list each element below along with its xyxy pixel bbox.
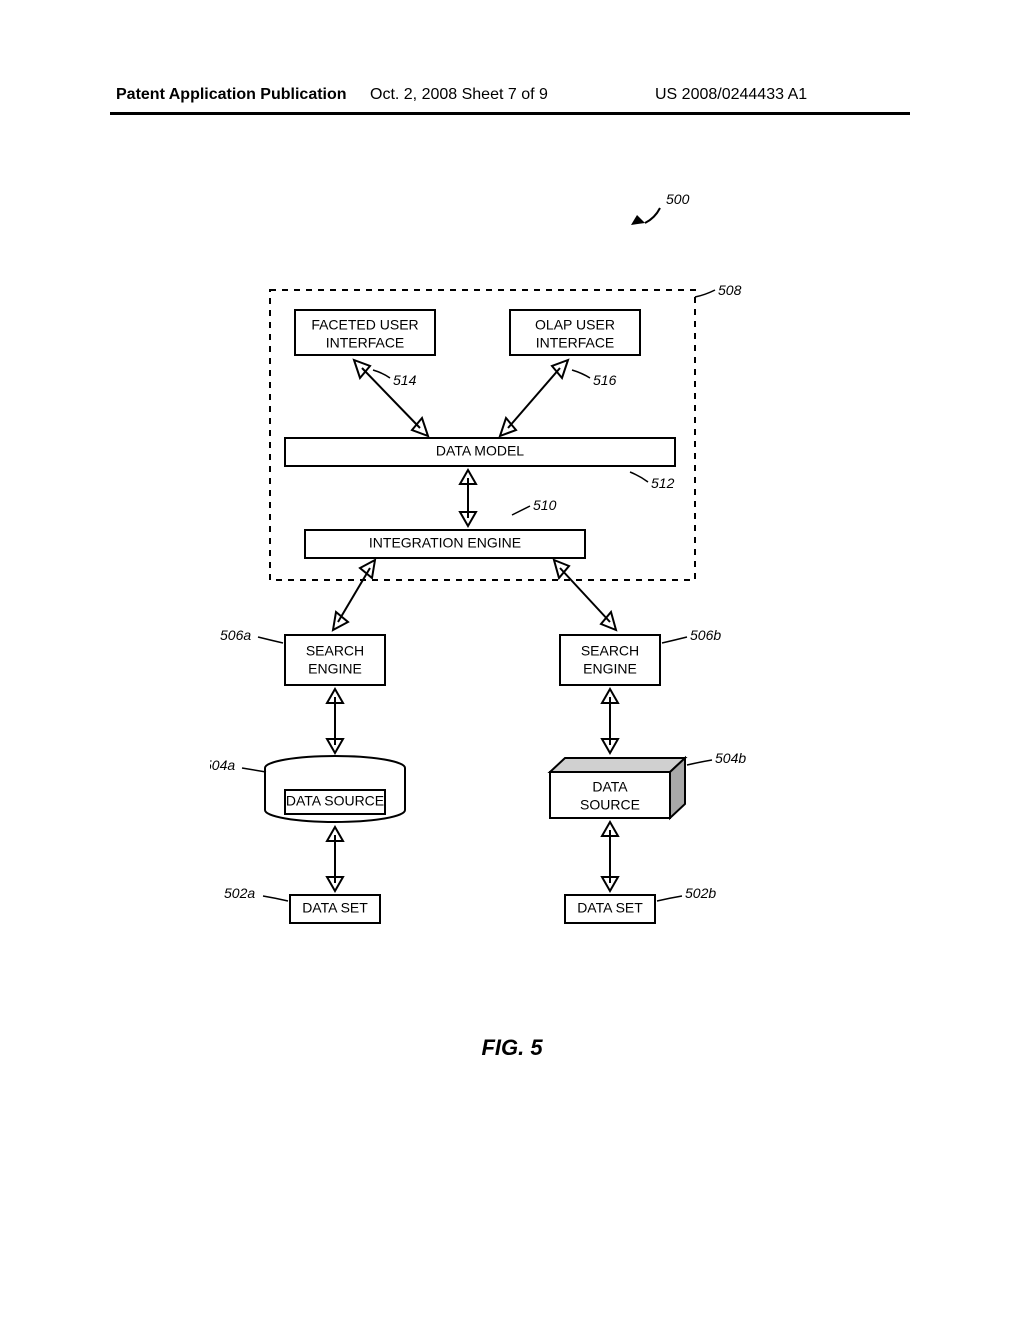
leader-arrow-main <box>645 208 660 223</box>
data-source-b-box3d: DATA SOURCE <box>550 758 685 818</box>
olap-ui-line1: OLAP USER <box>535 317 615 333</box>
figure-caption: FIG. 5 <box>0 1035 1024 1061</box>
diagram-container: 500 508 FACETED USER INTERFACE 514 OLAP … <box>210 190 810 1040</box>
leader-502b <box>657 896 682 901</box>
header-left: Patent Application Publication <box>116 86 347 104</box>
data-source-b-line2: SOURCE <box>580 797 640 813</box>
data-set-b-text: DATA SET <box>577 900 643 916</box>
arrow-model-to-engine <box>460 470 476 526</box>
page-header: Patent Application Publication Oct. 2, 2… <box>0 86 1024 112</box>
ref-502a: 502a <box>224 885 255 901</box>
leader-506b <box>662 637 687 643</box>
arrow-source-b-to-set-b <box>602 822 618 891</box>
integration-engine-text: INTEGRATION ENGINE <box>369 535 521 551</box>
ref-506a: 506a <box>220 627 251 643</box>
arrow-engine-to-search-b <box>554 560 616 630</box>
arrow-source-a-to-set-a <box>327 827 343 891</box>
header-right: US 2008/0244433 A1 <box>655 86 807 104</box>
search-a-line1: SEARCH <box>306 643 364 659</box>
ref-504b: 504b <box>715 750 746 766</box>
patent-page: Patent Application Publication Oct. 2, 2… <box>0 0 1024 1320</box>
leader-502a <box>263 896 288 901</box>
faceted-ui-line2: INTERFACE <box>326 335 405 351</box>
leader-504a <box>242 768 266 772</box>
ref-512: 512 <box>651 475 675 491</box>
leader-514 <box>373 370 390 378</box>
search-b-line1: SEARCH <box>581 643 639 659</box>
leader-504b <box>687 760 712 765</box>
leader-512 <box>630 472 648 482</box>
arrow-search-b-to-source-b <box>602 689 618 753</box>
ref-514: 514 <box>393 372 417 388</box>
leader-510 <box>512 506 530 515</box>
data-source-a-text: DATA SOURCE <box>286 793 384 809</box>
ref-508: 508 <box>718 282 742 298</box>
data-source-a-cylinder: DATA SOURCE <box>265 756 405 822</box>
arrow-faceted-to-datamodel <box>354 360 428 436</box>
data-source-b-line1: DATA <box>592 779 628 795</box>
leader-508 <box>695 290 715 297</box>
search-b-line2: ENGINE <box>583 661 637 677</box>
architecture-diagram: 500 508 FACETED USER INTERFACE 514 OLAP … <box>210 190 810 1040</box>
arrow-search-a-to-source-a <box>327 689 343 753</box>
ref-510: 510 <box>533 497 557 513</box>
leader-506a <box>258 637 283 643</box>
arrow-olap-to-datamodel <box>500 360 568 436</box>
search-a-line2: ENGINE <box>308 661 362 677</box>
header-divider <box>110 112 910 115</box>
ref-506b: 506b <box>690 627 721 643</box>
ref-516: 516 <box>593 372 617 388</box>
ref-502b: 502b <box>685 885 716 901</box>
data-set-a-text: DATA SET <box>302 900 368 916</box>
olap-ui-line2: INTERFACE <box>536 335 615 351</box>
data-model-text: DATA MODEL <box>436 443 524 459</box>
leader-arrowhead-main <box>631 215 645 225</box>
header-center: Oct. 2, 2008 Sheet 7 of 9 <box>370 86 548 104</box>
leader-516 <box>572 370 590 378</box>
ref-main: 500 <box>666 191 690 207</box>
arrow-engine-to-search-a <box>333 560 375 630</box>
faceted-ui-line1: FACETED USER <box>311 317 418 333</box>
ref-504a: 504a <box>210 757 235 773</box>
